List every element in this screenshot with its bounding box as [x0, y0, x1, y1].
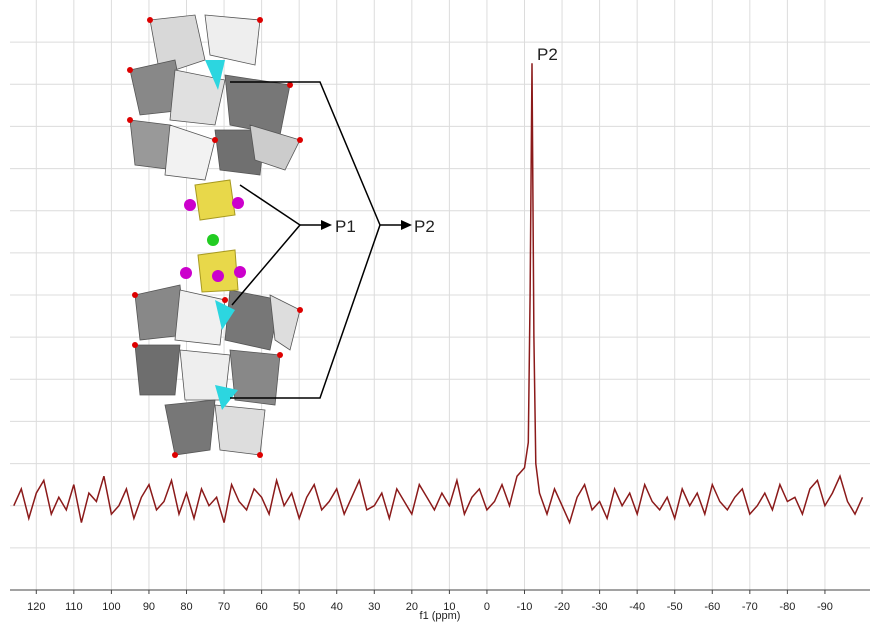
inset-label: P2	[414, 217, 435, 236]
peak-label: P2	[537, 45, 558, 64]
x-tick-label: -20	[554, 601, 570, 613]
x-tick-label: 120	[27, 601, 45, 613]
x-tick-label: 60	[255, 601, 267, 613]
x-tick-label: -70	[742, 601, 758, 613]
x-tick-label: 0	[484, 601, 490, 613]
x-tick-label: 100	[102, 601, 120, 613]
chart: 1201101009080706050403020100-10-20-30-40…	[0, 0, 873, 624]
x-tick-label: -30	[592, 601, 608, 613]
x-tick-label: 70	[218, 601, 230, 613]
x-tick-label: -10	[517, 601, 533, 613]
x-tick-label: -50	[667, 601, 683, 613]
x-tick-label: 90	[143, 601, 155, 613]
x-tick-label: -40	[629, 601, 645, 613]
x-tick-label: -60	[704, 601, 720, 613]
x-tick-label: 20	[406, 601, 418, 613]
x-tick-label: 40	[331, 601, 343, 613]
x-tick-label: 50	[293, 601, 305, 613]
x-tick-label: 30	[368, 601, 380, 613]
x-tick-label: -90	[817, 601, 833, 613]
molecule-inset: P1 P2	[127, 15, 435, 458]
x-tick-label: -80	[779, 601, 795, 613]
inset-label: P1	[335, 217, 356, 236]
x-tick-label: 110	[65, 601, 83, 613]
x-axis-label: f1 (ppm)	[420, 610, 461, 622]
x-tick-label: 80	[180, 601, 192, 613]
